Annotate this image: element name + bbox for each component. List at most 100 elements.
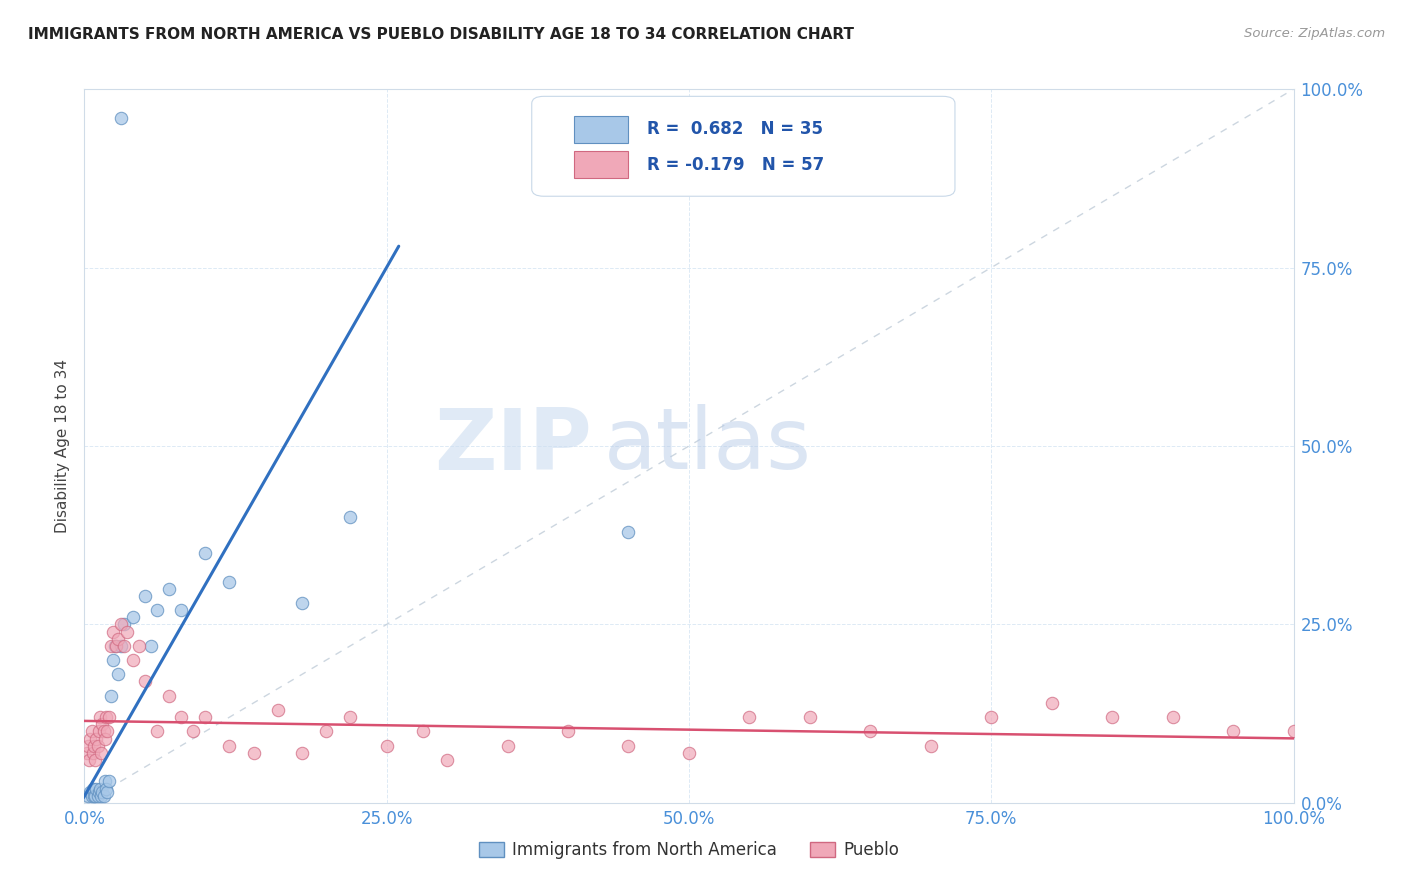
Point	[121, 610, 143, 624]
Point	[89, 781, 111, 796]
Point	[90, 746, 112, 760]
Point	[76, 746, 98, 760]
Point	[94, 781, 117, 796]
Point	[194, 710, 217, 724]
Point	[181, 724, 204, 739]
Point	[139, 639, 162, 653]
Point	[134, 589, 156, 603]
Point	[128, 639, 150, 653]
Point	[678, 746, 700, 760]
Point	[436, 753, 458, 767]
Point	[86, 731, 108, 746]
Point	[84, 789, 107, 803]
Point	[80, 724, 103, 739]
Point	[82, 781, 104, 796]
Point	[170, 710, 193, 724]
Point	[738, 710, 761, 724]
Point	[557, 724, 579, 739]
Point	[77, 739, 100, 753]
Point	[980, 710, 1002, 724]
Point	[1040, 696, 1063, 710]
Point	[112, 617, 135, 632]
Point	[218, 739, 240, 753]
Point	[291, 596, 314, 610]
Y-axis label: Disability Age 18 to 34: Disability Age 18 to 34	[55, 359, 70, 533]
Point	[86, 781, 108, 796]
Point	[79, 785, 101, 799]
Point	[86, 739, 108, 753]
Point	[115, 624, 138, 639]
Point	[267, 703, 290, 717]
Point	[83, 789, 105, 803]
Point	[242, 746, 264, 760]
Point	[93, 724, 115, 739]
Point	[91, 717, 114, 731]
Point	[859, 724, 882, 739]
Point	[93, 789, 115, 803]
Point	[79, 731, 101, 746]
Point	[194, 546, 217, 560]
Point	[157, 582, 180, 596]
Point	[80, 789, 103, 803]
Point	[86, 789, 108, 803]
Point	[375, 739, 398, 753]
Point	[103, 653, 125, 667]
Point	[1161, 710, 1184, 724]
Point	[110, 111, 132, 125]
Point	[339, 710, 361, 724]
Point	[96, 724, 118, 739]
Point	[339, 510, 361, 524]
Point	[107, 632, 129, 646]
Point	[121, 653, 143, 667]
Text: R =  0.682   N = 35: R = 0.682 N = 35	[647, 120, 823, 138]
Point	[91, 785, 114, 799]
Point	[315, 724, 337, 739]
Point	[97, 710, 120, 724]
Point	[97, 774, 120, 789]
Text: atlas: atlas	[605, 404, 813, 488]
Point	[84, 753, 107, 767]
Point	[170, 603, 193, 617]
Point	[96, 785, 118, 799]
Point	[134, 674, 156, 689]
Point	[110, 617, 132, 632]
FancyBboxPatch shape	[531, 96, 955, 196]
Point	[94, 774, 117, 789]
Point	[107, 667, 129, 681]
Point	[83, 739, 105, 753]
Text: ZIP: ZIP	[434, 404, 592, 488]
Point	[77, 789, 100, 803]
Point	[157, 689, 180, 703]
Point	[90, 789, 112, 803]
Point	[110, 639, 132, 653]
FancyBboxPatch shape	[574, 116, 628, 143]
Point	[1282, 724, 1305, 739]
Point	[412, 724, 434, 739]
Point	[617, 524, 640, 539]
Point	[100, 689, 122, 703]
Point	[87, 724, 110, 739]
Point	[104, 639, 127, 653]
Point	[94, 731, 117, 746]
Point	[920, 739, 942, 753]
Point	[112, 639, 135, 653]
Point	[103, 624, 125, 639]
Point	[100, 639, 122, 653]
Point	[82, 746, 104, 760]
Text: IMMIGRANTS FROM NORTH AMERICA VS PUEBLO DISABILITY AGE 18 TO 34 CORRELATION CHAR: IMMIGRANTS FROM NORTH AMERICA VS PUEBLO …	[28, 27, 853, 42]
Point	[146, 603, 169, 617]
Point	[617, 739, 640, 753]
Point	[146, 724, 169, 739]
Point	[104, 639, 127, 653]
Point	[496, 739, 519, 753]
Legend: Immigrants from North America, Pueblo: Immigrants from North America, Pueblo	[472, 835, 905, 866]
Text: Source: ZipAtlas.com: Source: ZipAtlas.com	[1244, 27, 1385, 40]
FancyBboxPatch shape	[574, 152, 628, 178]
Point	[89, 710, 111, 724]
Point	[1101, 710, 1123, 724]
Point	[218, 574, 240, 589]
Point	[799, 710, 821, 724]
Point	[87, 785, 110, 799]
Point	[1222, 724, 1244, 739]
Point	[77, 753, 100, 767]
